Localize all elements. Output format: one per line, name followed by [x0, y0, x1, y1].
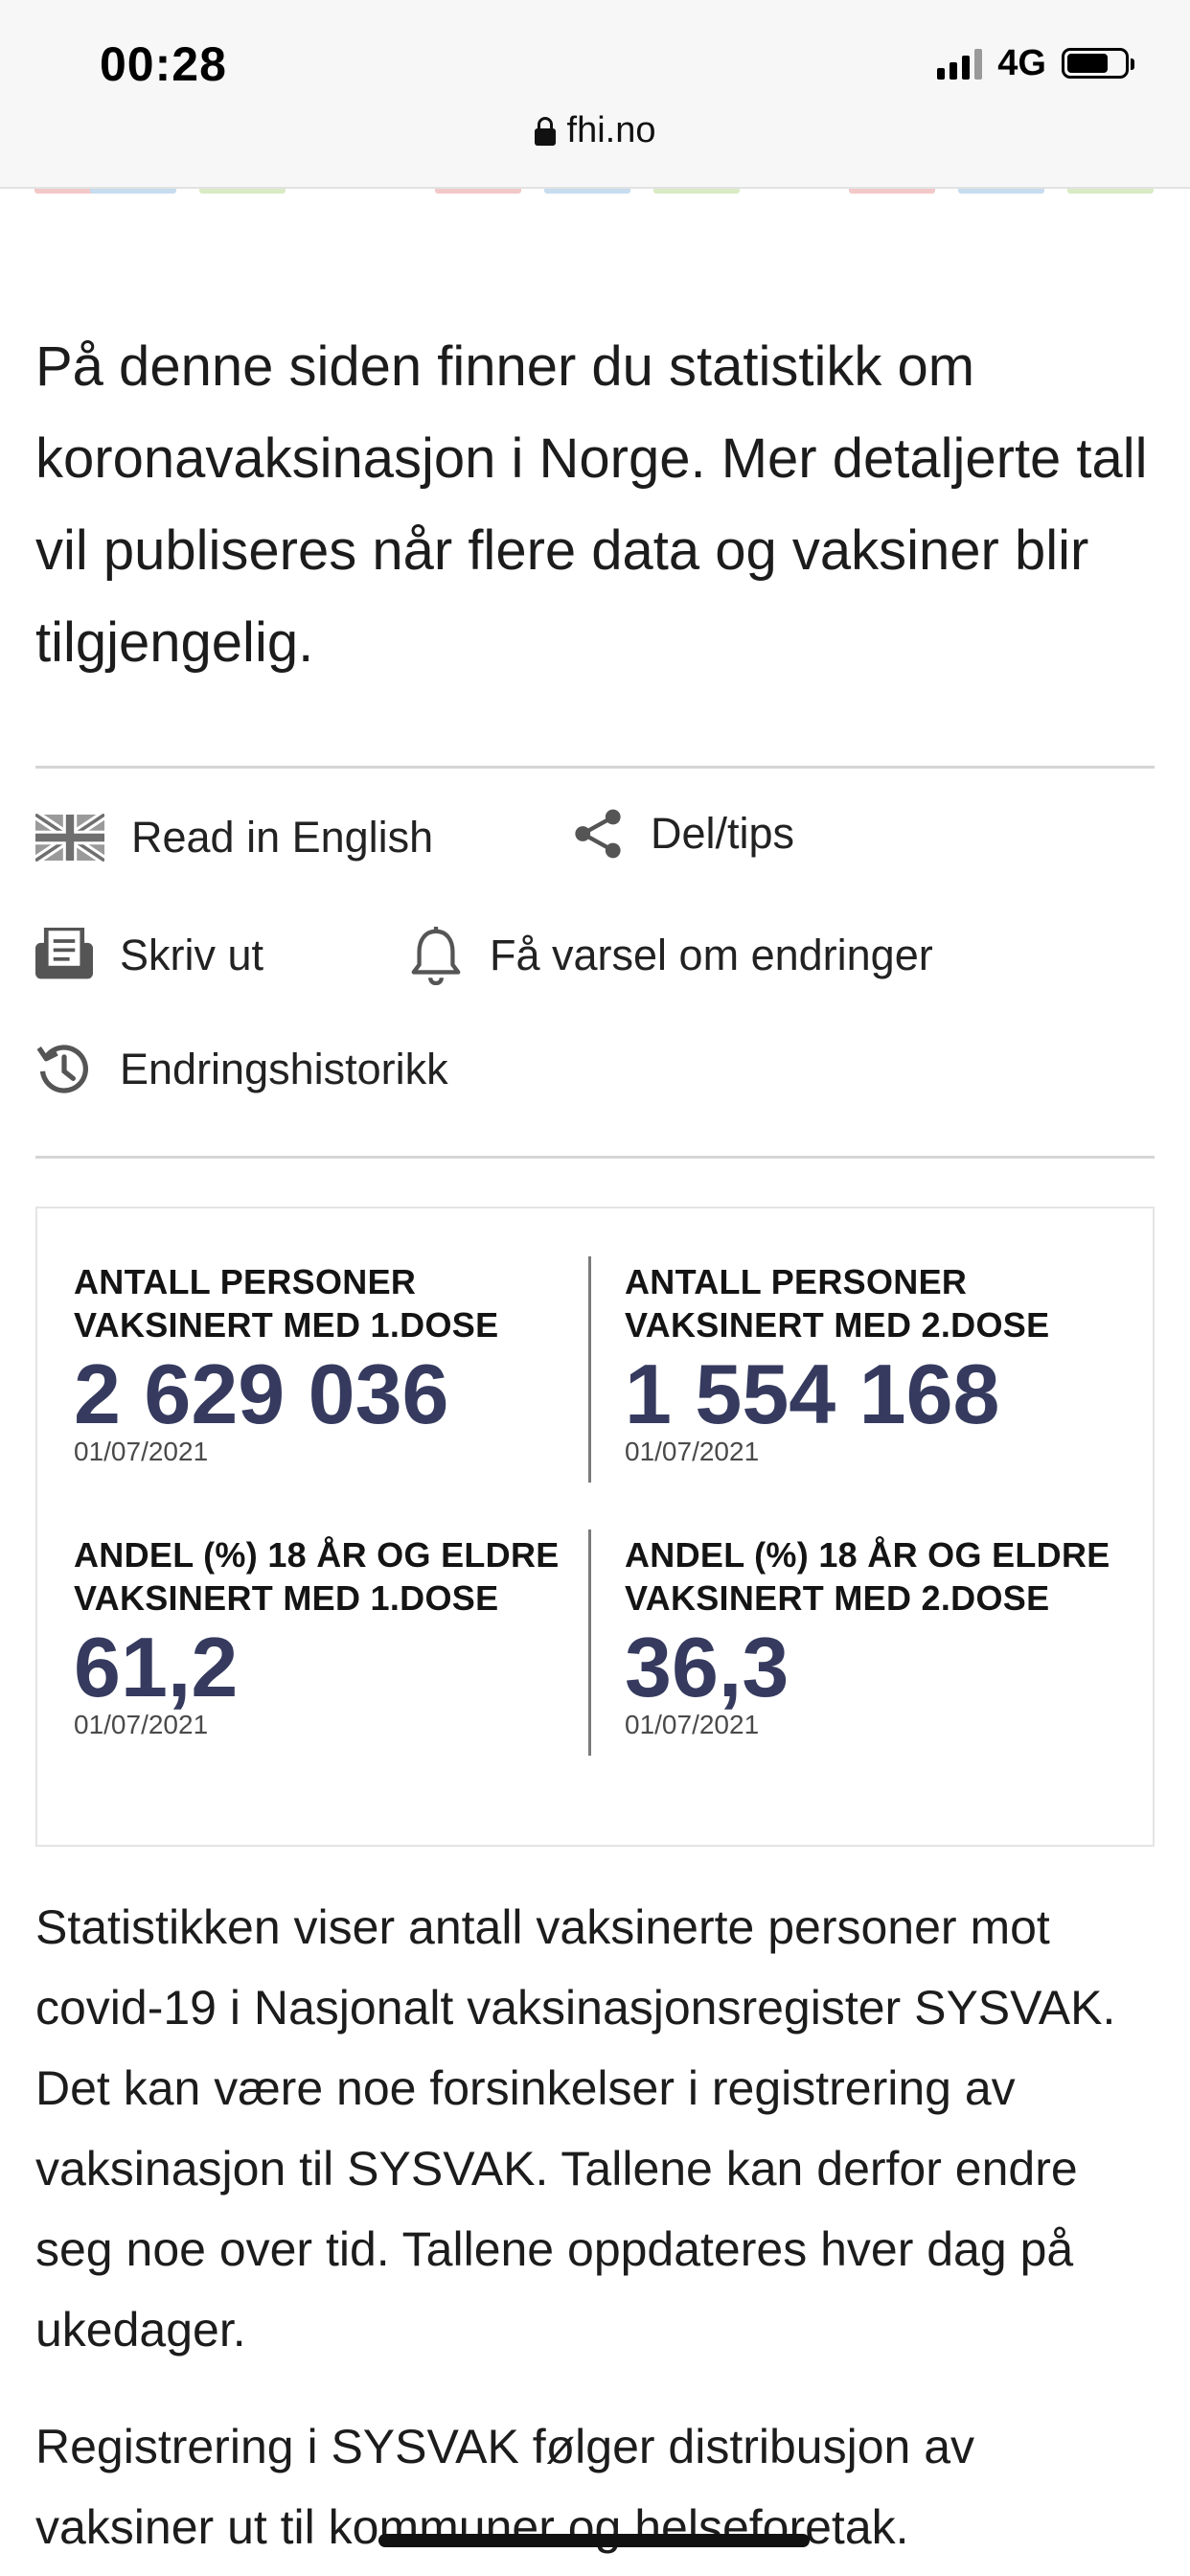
- color-strip-segment: [34, 186, 121, 194]
- read-in-english-label: Read in English: [131, 813, 434, 862]
- stat-divider: [588, 1256, 591, 1483]
- color-strip-segment: [544, 186, 630, 194]
- stat-value: 1 554 168: [625, 1346, 1000, 1441]
- stat-second-dose-count: ANTALL PERSONER VAKSINERT MED 2.DOSE 1 5…: [625, 1260, 1049, 1467]
- history-label: Endringshistorikk: [120, 1045, 448, 1093]
- read-in-english-link[interactable]: Read in English: [35, 813, 433, 862]
- home-indicator[interactable]: [378, 2534, 810, 2547]
- stat-label: ANTALL PERSONER VAKSINERT MED 1.DOSE: [74, 1262, 499, 1345]
- notify-link[interactable]: Få varsel om endringer: [409, 926, 933, 985]
- statistics-description: Statistikken viser antall vaksinerte per…: [35, 1900, 1116, 2357]
- intro-text: På denne siden finner du statistikk om k…: [35, 335, 1148, 674]
- stat-label: ANDEL (%) 18 ÅR OG ELDRE VAKSINERT MED 2…: [625, 1535, 1110, 1618]
- history-icon: [35, 1041, 93, 1098]
- stat-value: 61,2: [74, 1620, 239, 1714]
- network-type: 4G: [997, 42, 1046, 83]
- divider: [35, 766, 1155, 769]
- stat-first-dose-count: ANTALL PERSONER VAKSINERT MED 1.DOSE 2 6…: [74, 1260, 498, 1467]
- stat-second-dose-share: ANDEL (%) 18 ÅR OG ELDRE VAKSINERT MED 2…: [625, 1533, 1110, 1740]
- stat-value: 2 629 036: [74, 1346, 449, 1441]
- decorative-color-strip: [0, 186, 1190, 194]
- stat-label: ANDEL (%) 18 ÅR OG ELDRE VAKSINERT MED 1…: [74, 1535, 560, 1618]
- stat-date: 01/07/2021: [74, 1710, 209, 1739]
- color-strip-segment: [435, 186, 521, 194]
- lock-icon: [534, 116, 556, 146]
- divider: [35, 1156, 1155, 1159]
- notify-label: Få varsel om endringer: [490, 931, 933, 979]
- print-label: Skriv ut: [120, 931, 264, 979]
- status-icons: 4G: [937, 42, 1134, 84]
- share-label: Del/tips: [651, 809, 795, 858]
- vaccination-stats-card: ANTALL PERSONER VAKSINERT MED 1.DOSE 2 6…: [35, 1207, 1155, 1847]
- stat-date: 01/07/2021: [74, 1437, 209, 1466]
- registration-description: Registrering i SYSVAK følger distribusjo…: [35, 2420, 975, 2554]
- browser-top-bar: 00:28 4G fhi.no: [0, 0, 1190, 189]
- stat-date: 01/07/2021: [625, 1437, 760, 1466]
- signal-icon: [937, 47, 983, 80]
- battery-icon: [1062, 48, 1134, 79]
- stat-label: ANTALL PERSONER VAKSINERT MED 2.DOSE: [625, 1262, 1050, 1345]
- color-strip-segment: [958, 186, 1044, 194]
- printer-icon: [35, 928, 93, 983]
- share-link[interactable]: Del/tips: [572, 807, 794, 861]
- stat-first-dose-share: ANDEL (%) 18 ÅR OG ELDRE VAKSINERT MED 1…: [74, 1533, 560, 1740]
- bell-icon: [409, 926, 463, 985]
- color-strip-segment: [199, 186, 286, 194]
- status-time: 00:28: [100, 37, 227, 91]
- url-bar[interactable]: fhi.no: [0, 110, 1190, 151]
- uk-flag-icon: [35, 814, 104, 862]
- color-strip-segment: [849, 186, 935, 194]
- color-strip-segment: [90, 186, 176, 194]
- color-strip-segment: [1067, 186, 1154, 194]
- battery-level: [1067, 54, 1108, 73]
- stat-divider: [588, 1530, 591, 1756]
- action-links: Read in English Del/tips: [35, 769, 1155, 1156]
- print-link[interactable]: Skriv ut: [35, 928, 263, 983]
- stat-date: 01/07/2021: [625, 1710, 760, 1739]
- color-strip-segment: [653, 186, 740, 194]
- main-content: På denne siden finner du statistikk om k…: [35, 321, 1155, 2567]
- history-link[interactable]: Endringshistorikk: [35, 1041, 448, 1098]
- stat-value: 36,3: [625, 1620, 790, 1714]
- url-text[interactable]: fhi.no: [566, 110, 656, 150]
- share-icon: [572, 807, 624, 861]
